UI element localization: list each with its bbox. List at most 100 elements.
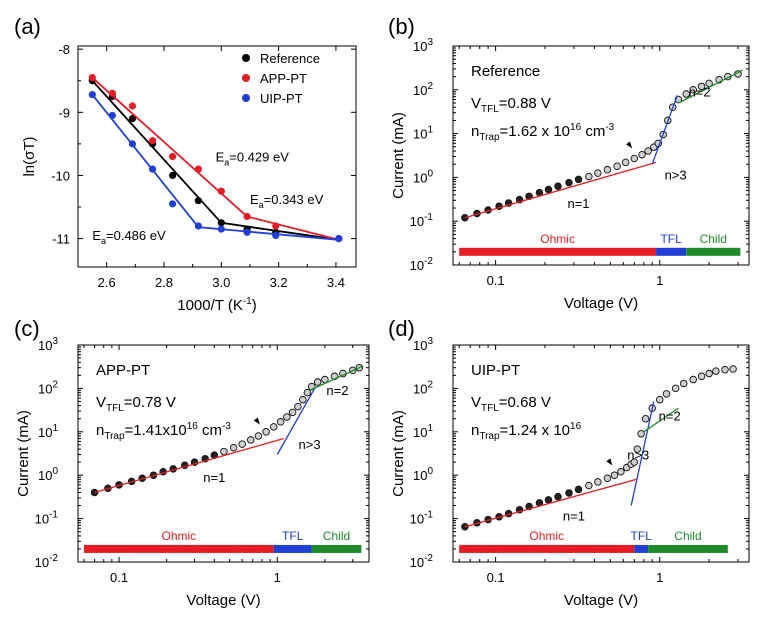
x-axis-label-end: ) <box>252 297 257 314</box>
legend-label: Reference <box>260 51 320 66</box>
data-point <box>288 408 297 417</box>
y-tick-exponent: 0 <box>427 168 433 179</box>
y-tick-base: 10 <box>38 381 52 396</box>
param-sup: 16 <box>570 122 582 133</box>
data-point <box>194 197 202 205</box>
data-point <box>574 485 583 494</box>
annotation-main: E <box>92 228 101 243</box>
param-rest: =1.24 x 10 <box>500 422 570 439</box>
param-main: V <box>471 95 481 112</box>
data-point <box>630 458 639 466</box>
data-point <box>313 378 322 386</box>
y-tick-label: 10-2 <box>410 553 434 570</box>
data-point <box>168 152 177 161</box>
data-point <box>689 86 697 94</box>
regime-bar-ohmic <box>459 247 657 256</box>
data-point <box>194 165 202 173</box>
data-point <box>679 379 688 388</box>
y-axis-label: ln(σT) <box>21 136 38 176</box>
y-tick-label: -11 <box>52 232 70 247</box>
param-rest: =0.88 V <box>499 95 551 112</box>
data-point <box>617 468 625 476</box>
param-unit: cm <box>581 123 605 140</box>
x-tick-label: 0.1 <box>487 570 505 585</box>
data-point <box>705 369 713 378</box>
legend-marker <box>242 94 250 102</box>
slope-label: n>3 <box>299 437 321 452</box>
slope-label: n>3 <box>627 448 649 463</box>
y-tick-label: -9 <box>58 105 70 120</box>
fit-line <box>678 69 743 104</box>
fit-line <box>309 365 364 391</box>
data-point <box>682 90 690 98</box>
data-point <box>594 169 602 177</box>
y-tick-label: 100 <box>38 466 58 483</box>
data-point <box>283 413 291 421</box>
data-point <box>88 91 96 99</box>
data-point <box>565 489 573 497</box>
y-tick-exponent: 3 <box>52 336 58 347</box>
slope-label: n>3 <box>665 167 687 182</box>
y-tick-label: 102 <box>38 379 58 396</box>
panel-letter: (c) <box>14 316 40 341</box>
param-unit-sup: -3 <box>222 421 231 432</box>
data-point <box>335 234 343 243</box>
data-point <box>697 82 706 91</box>
x-tick-label: 0.1 <box>110 570 128 585</box>
x-axis-label: Voltage (V) <box>564 592 638 609</box>
fit-line <box>464 478 637 528</box>
arrow-icon <box>253 417 260 425</box>
y-tick-exponent: 2 <box>427 379 433 390</box>
data-point <box>294 402 302 411</box>
annotation-sub: a <box>224 158 229 168</box>
y-tick-label: 101 <box>413 423 433 440</box>
regime-bar-ohmic <box>83 544 274 553</box>
data-point <box>554 492 562 501</box>
data-point <box>243 212 251 221</box>
arrow-icon <box>606 458 613 466</box>
data-point <box>194 222 202 230</box>
regime-label: Child <box>323 529 350 543</box>
param-main: n <box>96 422 104 439</box>
activation-energy-label: Ea=0.486 eV <box>92 228 166 246</box>
y-tick-label: 101 <box>38 423 58 440</box>
x-tick-label: 2.6 <box>98 275 116 290</box>
data-point <box>217 219 225 227</box>
data-point <box>721 365 729 374</box>
x-tick-label: 3.0 <box>212 275 230 290</box>
y-tick-label: 10-2 <box>410 256 434 273</box>
data-point <box>238 440 246 448</box>
regime-bar-ohmic <box>459 544 635 553</box>
data-point <box>217 225 225 233</box>
regime-label: TFL <box>282 529 304 543</box>
y-tick-base: 10 <box>35 512 49 527</box>
x-tick-label: 3.4 <box>327 275 345 290</box>
activation-energy-label: Ea=0.343 eV <box>250 192 324 210</box>
y-tick-base: 10 <box>38 468 52 483</box>
y-tick-exponent: -1 <box>424 212 433 223</box>
parameter-label: VTFL=0.78 V <box>96 394 176 414</box>
y-tick-base: 10 <box>38 425 52 440</box>
y-tick-exponent: 2 <box>52 379 58 390</box>
regime-label: Child <box>674 529 701 543</box>
x-tick-label: 0.1 <box>487 273 505 288</box>
activation-energy-label: Ea=0.429 eV <box>216 150 290 168</box>
y-tick-label: 102 <box>413 379 433 396</box>
y-tick-label: 103 <box>413 336 433 353</box>
fit-line <box>643 407 679 433</box>
y-tick-label: 100 <box>413 168 433 185</box>
regime-label: TFL <box>660 232 682 246</box>
panel-a: 2.6 2.8 3.0 3.2 3.4 -11 -10 -9 -8 (a) 1000/T (K-1)… <box>14 14 357 314</box>
fit-line <box>651 95 678 165</box>
param-main: n <box>471 422 479 439</box>
param-unit-sup: -3 <box>605 122 614 133</box>
regime-label: Ohmic <box>529 529 564 543</box>
data-point <box>554 182 562 190</box>
data-point <box>299 395 307 404</box>
data-point <box>247 436 255 444</box>
y-tick-base: 10 <box>410 555 424 570</box>
data-point <box>574 175 583 184</box>
legend-label: APP-PT <box>260 71 307 86</box>
